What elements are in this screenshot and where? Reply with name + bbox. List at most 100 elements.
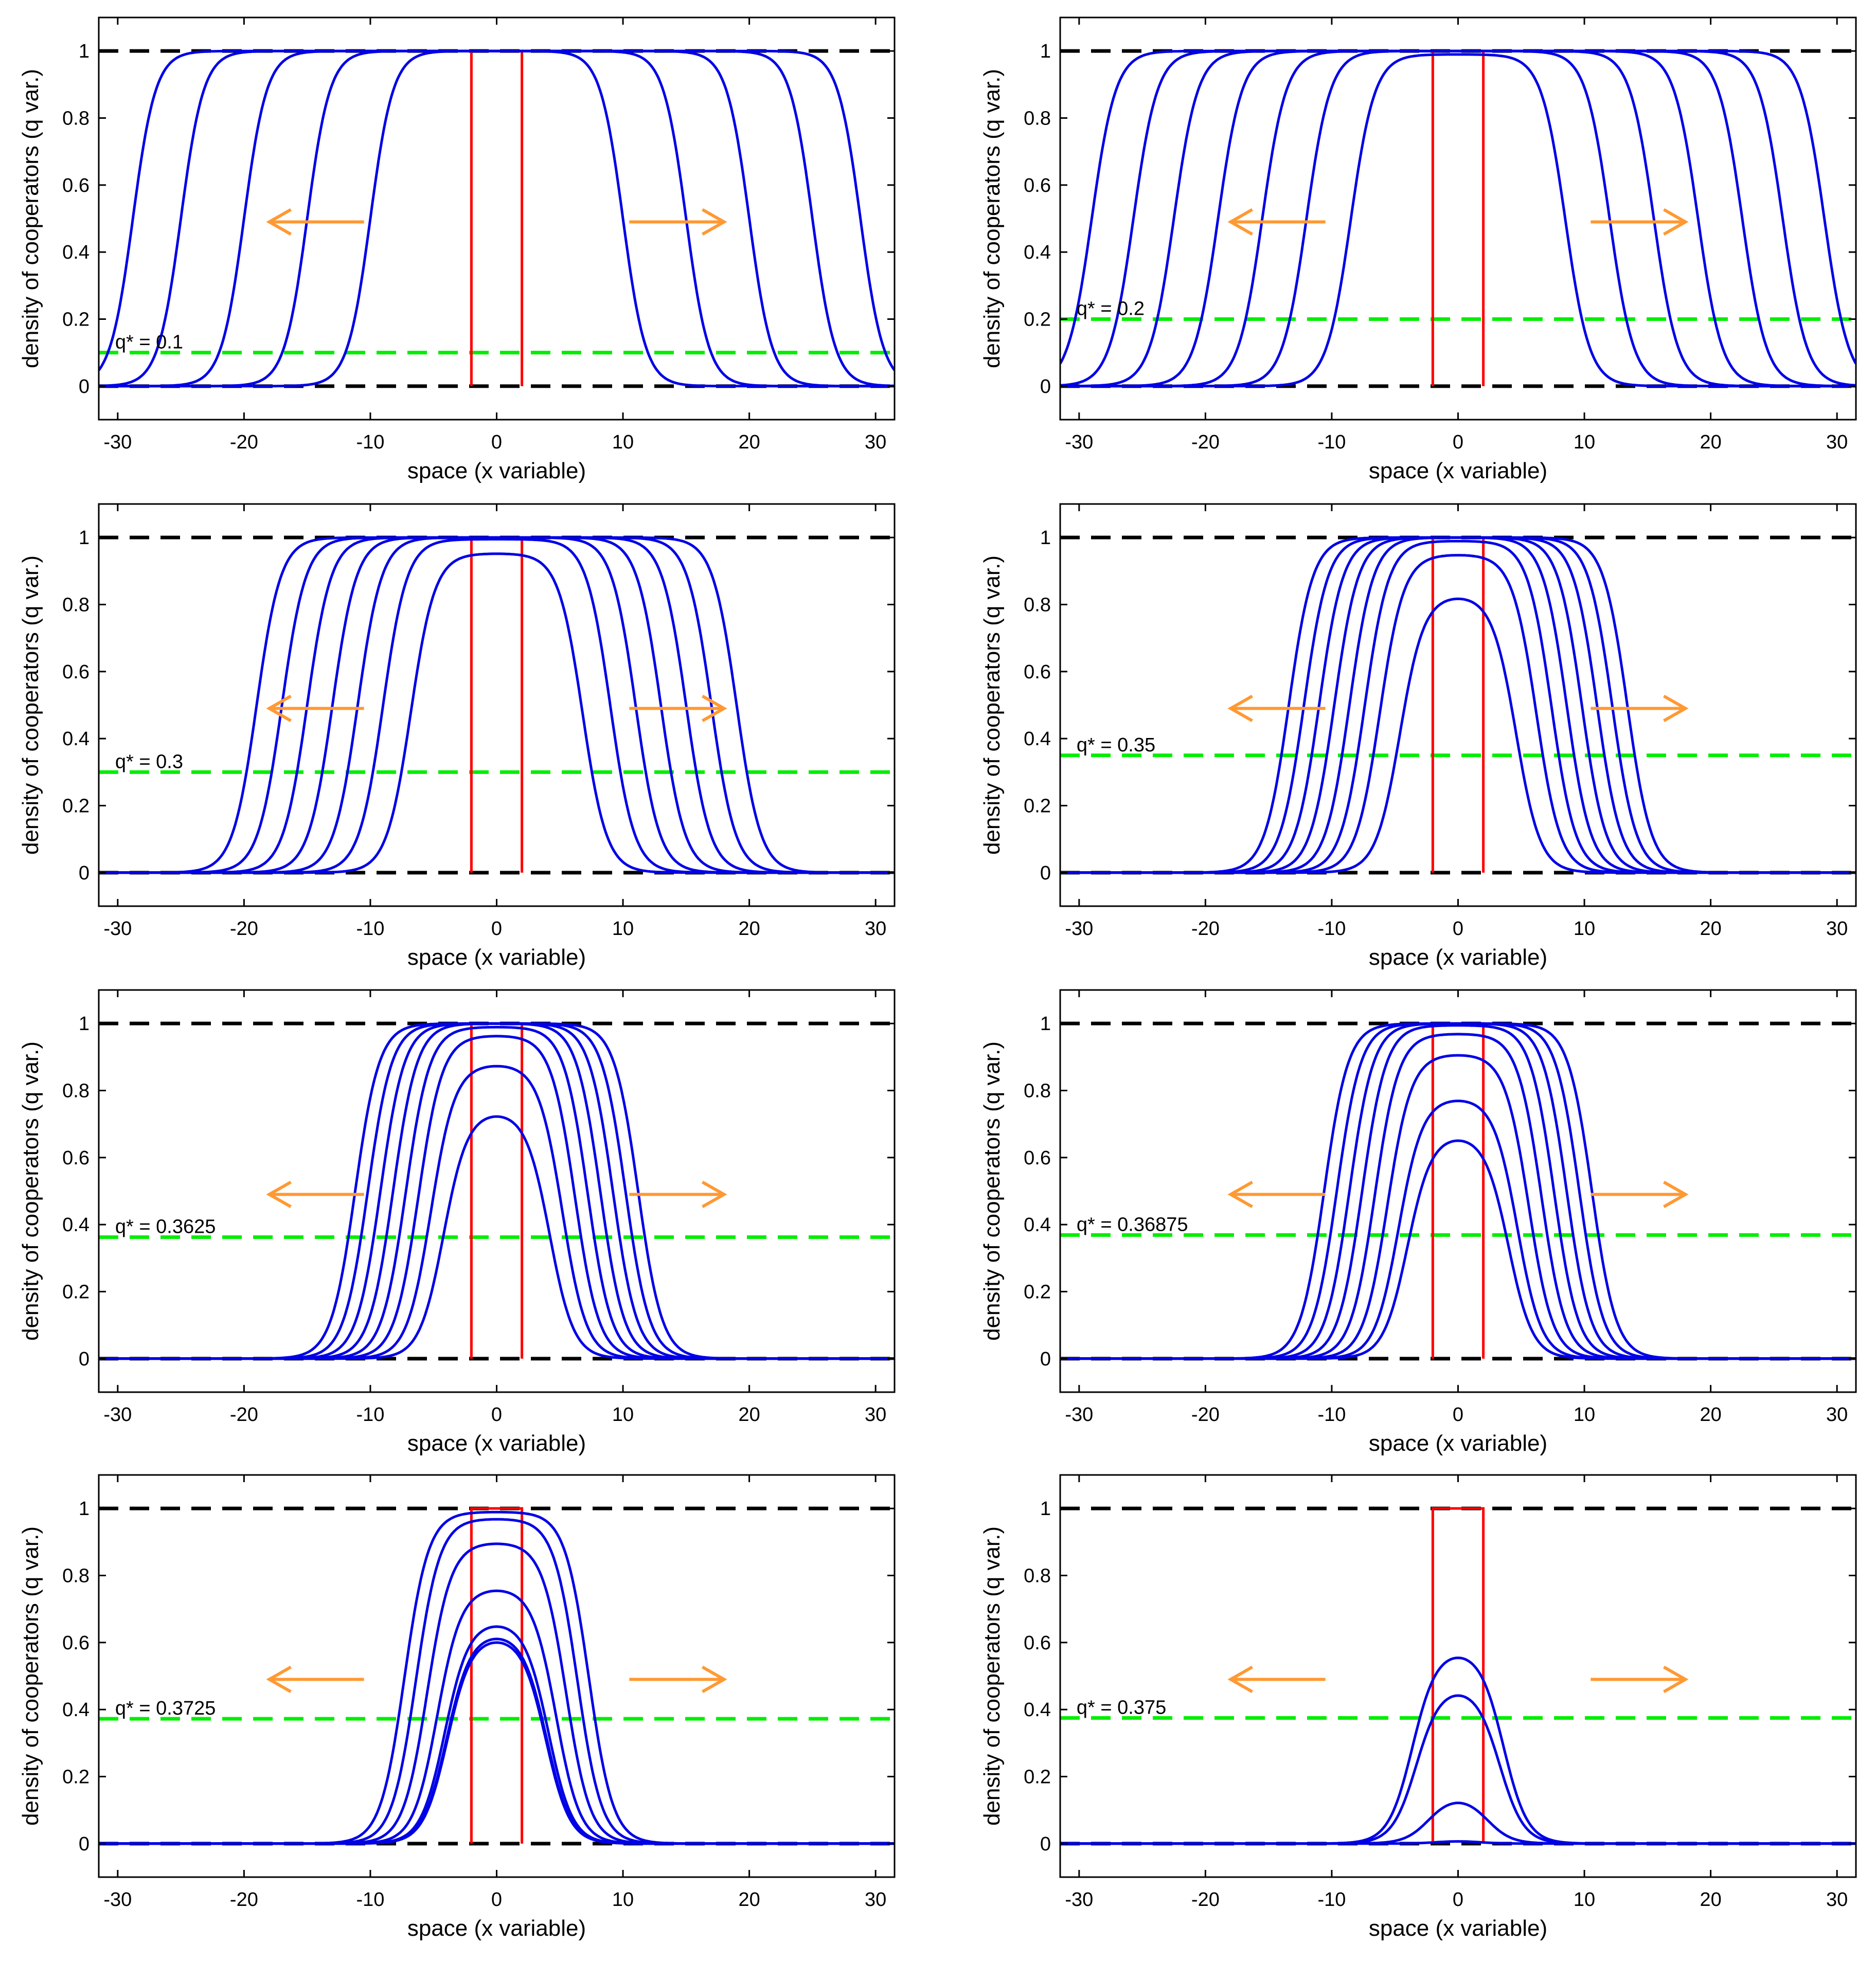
profile-line-7: [1060, 49, 1856, 365]
x-tick-label: 30: [865, 431, 886, 453]
profile-line-3: [1060, 49, 1856, 388]
q-star-label: q* = 0.3725: [115, 1698, 216, 1719]
x-tick-label: 10: [1574, 1404, 1595, 1426]
x-tick-label: 30: [1826, 1889, 1848, 1911]
y-tick-label: 0.4: [1024, 1699, 1051, 1721]
profile-line-3: [99, 1625, 895, 1845]
x-tick-label: -20: [1191, 918, 1220, 940]
y-tick-label: 0.8: [62, 1565, 90, 1587]
y-axis-label: density of cooperators (q var.): [18, 555, 43, 855]
profile-line-2: [1060, 1694, 1856, 1845]
arrowhead-left: [1227, 1665, 1253, 1694]
y-tick-label: 1: [79, 1498, 90, 1520]
y-tick-label: 0: [79, 376, 90, 398]
profile-line-1: [1060, 1139, 1856, 1360]
plot-frame: [1059, 503, 1857, 907]
x-axis-label: space (x variable): [407, 1431, 586, 1456]
x-tick-label: -20: [1191, 1404, 1220, 1426]
y-tick-label: 0: [1040, 1348, 1051, 1370]
x-tick-label: -30: [103, 431, 132, 453]
y-tick-label: 0.6: [62, 1632, 90, 1654]
y-tick-label: 0.4: [62, 242, 90, 263]
arrowhead-right: [1663, 1180, 1689, 1209]
arrowhead-left: [1227, 1180, 1253, 1209]
y-tick-label: 1: [1040, 527, 1051, 549]
arrowhead-left: [266, 694, 292, 723]
y-tick-label: 0: [79, 1348, 90, 1370]
y-tick-label: 1: [79, 41, 90, 62]
y-tick-label: 0.2: [62, 309, 90, 331]
x-tick-label: -10: [1317, 1404, 1346, 1426]
q-star-label: q* = 0.1: [115, 332, 183, 353]
x-tick-label: 0: [491, 1889, 502, 1911]
arrowhead-right: [702, 208, 727, 236]
y-tick-label: 1: [1040, 1498, 1051, 1520]
profile-line-6: [1060, 1022, 1856, 1360]
plot-frame: [98, 503, 896, 907]
x-tick-label: 10: [612, 1404, 634, 1426]
y-tick-label: 1: [79, 527, 90, 549]
q-star-label: q* = 0.375: [1077, 1697, 1166, 1718]
profile-line-6: [99, 536, 895, 874]
profile-line-7: [99, 536, 895, 874]
x-tick-label: 0: [491, 918, 502, 940]
plot-frame: [1059, 1474, 1857, 1878]
y-tick-label: 0.8: [62, 595, 90, 616]
arrowhead-right: [702, 1180, 727, 1209]
x-tick-label: -10: [356, 918, 384, 940]
initial-condition: [470, 536, 524, 873]
y-axis-label: density of cooperators (q var.): [979, 1526, 1005, 1826]
plot-area: [1060, 535, 1856, 875]
profile-line-4: [99, 1025, 895, 1360]
y-tick-label: 1: [79, 1013, 90, 1035]
y-tick-label: 0.2: [62, 1767, 90, 1788]
y-axis-label: density of cooperators (q var.): [979, 555, 1005, 855]
profile-line-1: [99, 1641, 895, 1845]
x-tick-label: 30: [1826, 918, 1848, 940]
q-star-label: q* = 0.36875: [1077, 1214, 1188, 1236]
x-tick-label: 10: [1574, 1889, 1595, 1911]
profile-line-1: [1060, 1656, 1856, 1845]
profile-line-1: [99, 552, 895, 874]
plot-frame: [98, 1474, 896, 1878]
x-axis-label: space (x variable): [1369, 458, 1547, 483]
profile-line-4: [1060, 536, 1856, 874]
y-tick-label: 1: [1040, 41, 1051, 62]
plot-area: [99, 49, 895, 388]
profile-line-6: [99, 1518, 895, 1845]
x-axis-label: space (x variable): [1369, 945, 1547, 970]
arrowhead-left: [266, 208, 292, 236]
profile-line-2: [99, 1637, 895, 1845]
x-axis-label: space (x variable): [407, 945, 586, 970]
profile-line-7: [99, 1510, 895, 1845]
profile-line-4: [99, 536, 895, 874]
x-tick-label: 20: [1700, 918, 1721, 940]
plot-area: [99, 1506, 895, 1846]
initial-condition: [1431, 1507, 1485, 1844]
y-tick-label: 0.4: [62, 728, 90, 750]
y-axis-label: density of cooperators (q var.): [18, 69, 43, 368]
x-tick-label: 10: [612, 918, 634, 940]
plot-frame: [1059, 989, 1857, 1393]
arrowhead-right: [702, 1665, 727, 1694]
profile-line-1: [1060, 597, 1856, 874]
profile-line-1: [99, 1115, 895, 1360]
y-tick-label: 0.2: [62, 1282, 90, 1303]
profile-line-6: [1060, 536, 1856, 874]
profile-line-5: [99, 536, 895, 874]
plot-area: [1060, 1506, 1856, 1846]
y-tick-label: 1: [1040, 1013, 1051, 1035]
plot-area: [99, 1021, 895, 1361]
x-tick-label: 30: [865, 1404, 886, 1426]
profile-line-3: [99, 536, 895, 874]
arrowhead-right: [1663, 208, 1689, 236]
initial-condition: [470, 1507, 524, 1844]
y-tick-label: 0.8: [1024, 108, 1051, 130]
panel-7: q* = 0.3725 -30 -20 -10 0 10 20 30 0 0.2 0.4 0.6 0.8…: [18, 1474, 896, 1941]
profile-line-2: [99, 49, 895, 388]
y-tick-label: 0.4: [1024, 728, 1051, 750]
profile-line-1: [1060, 53, 1856, 388]
x-tick-label: 30: [865, 918, 886, 940]
x-tick-label: 20: [738, 918, 760, 940]
